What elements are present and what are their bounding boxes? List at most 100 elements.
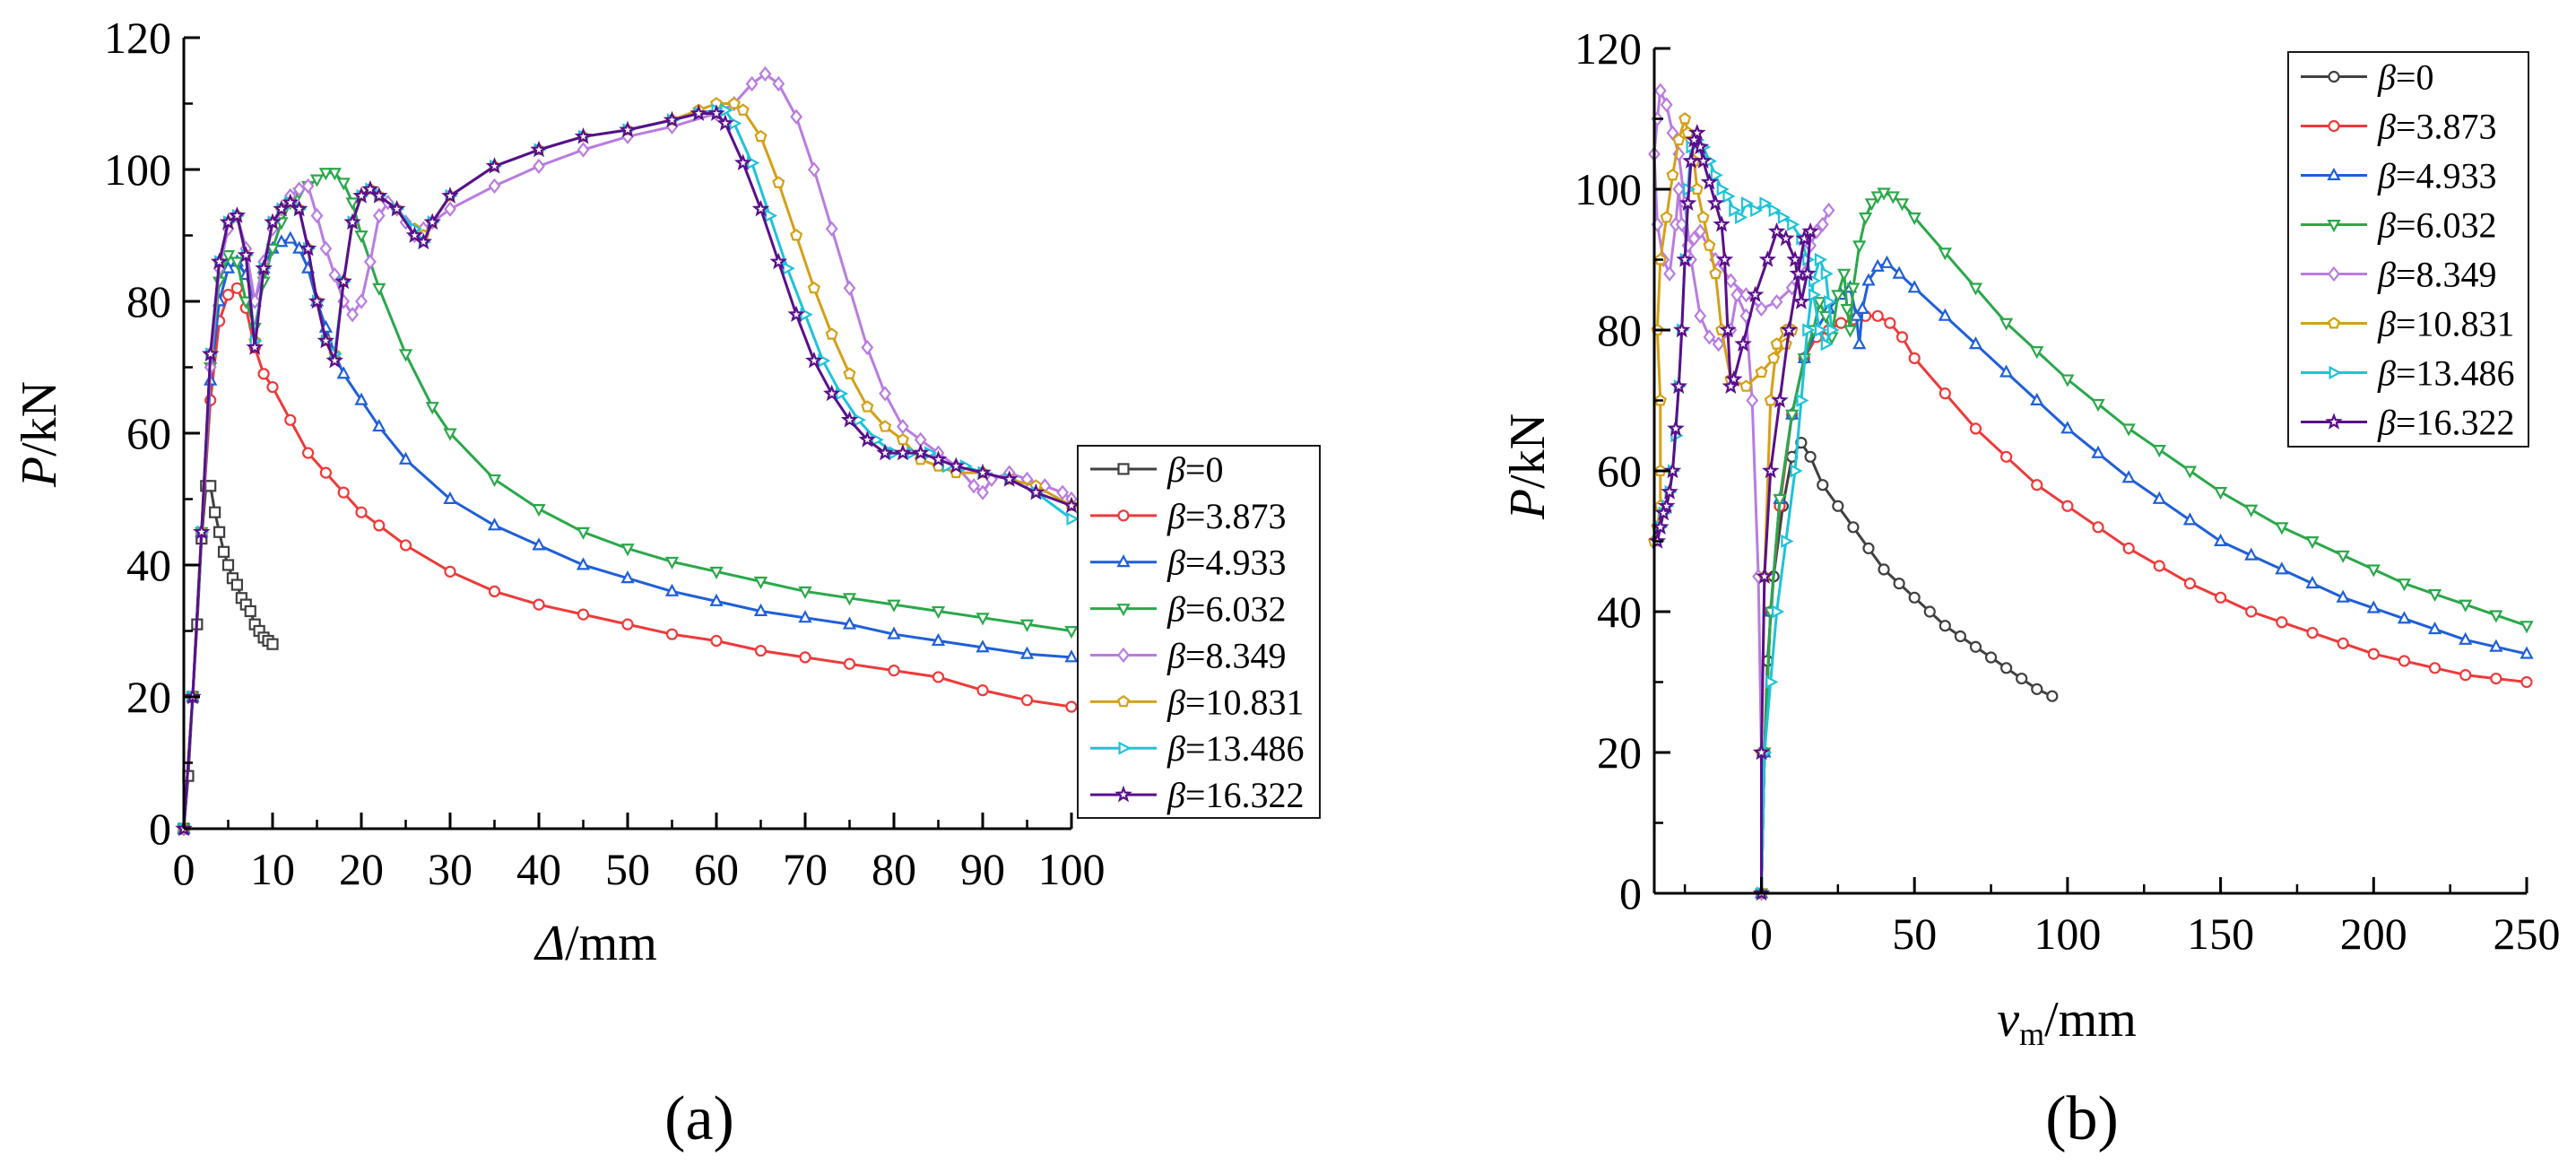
data-point-marker <box>967 478 981 494</box>
data-point-marker <box>1729 203 1742 218</box>
x-tick-label: 0 <box>173 844 195 894</box>
data-point-marker <box>2091 398 2105 413</box>
data-point-marker <box>577 608 590 621</box>
data-point-marker <box>710 634 723 648</box>
legend-marker <box>1117 463 1130 475</box>
legend-item: β=4.933 <box>1090 543 1286 583</box>
data-point-marker <box>488 178 501 195</box>
data-point-marker <box>772 75 785 92</box>
data-point-marker <box>282 193 299 211</box>
panel-a-plot-area <box>175 65 1080 837</box>
data-point-marker <box>1734 335 1752 352</box>
data-point-marker <box>1696 210 1710 223</box>
data-point-marker <box>345 197 360 211</box>
data-point-marker <box>1710 168 1723 182</box>
data-point-marker <box>620 570 635 584</box>
data-point-marker <box>1816 216 1829 232</box>
data-point-marker <box>1858 212 1873 226</box>
data-point-marker <box>1688 123 1706 141</box>
data-point-marker <box>974 463 992 481</box>
data-point-marker <box>1999 317 2014 331</box>
y-tick-label: 80 <box>126 276 171 326</box>
data-point-marker <box>1820 266 1834 281</box>
legend-marker <box>2328 70 2340 83</box>
data-point-marker <box>361 179 379 197</box>
data-point-marker <box>840 411 859 428</box>
data-point-marker <box>931 605 946 620</box>
data-point-marker <box>1877 187 1891 201</box>
panel-a-x-axis-label: Δ/mm <box>533 916 657 971</box>
data-point-marker <box>328 266 342 283</box>
data-point-marker <box>1939 387 1951 400</box>
data-point-marker <box>1670 377 1688 395</box>
data-point-marker <box>798 586 812 600</box>
legend-marker <box>1115 785 1132 803</box>
data-point-marker <box>230 578 243 591</box>
data-point-marker <box>911 443 930 461</box>
data-point-marker <box>1064 649 1079 663</box>
data-point-marker <box>929 450 948 467</box>
data-point-marker <box>1871 309 1884 322</box>
data-point-marker <box>619 120 637 138</box>
data-point-marker <box>487 517 502 531</box>
panel-b-axes <box>1652 47 2528 895</box>
data-point-marker <box>1780 320 1798 338</box>
data-point-marker <box>2427 588 2442 603</box>
data-point-marker <box>1886 191 1900 204</box>
data-point-marker <box>1768 203 1782 218</box>
data-point-marker <box>790 109 803 125</box>
data-point-marker <box>2244 504 2259 517</box>
data-point-marker <box>221 559 235 571</box>
x-tick-label: 40 <box>516 844 561 894</box>
data-point-marker <box>1968 283 1983 296</box>
data-point-marker <box>266 380 279 394</box>
data-point-marker <box>2060 374 2075 387</box>
data-point-marker <box>533 598 545 611</box>
data-point-marker <box>1908 352 1921 364</box>
data-point-marker <box>879 420 892 432</box>
data-point-marker <box>733 153 752 170</box>
data-point-marker <box>690 104 707 121</box>
data-point-marker <box>1675 216 1688 232</box>
data-point-marker <box>753 576 768 590</box>
x-tick-label: 100 <box>2034 909 2101 959</box>
data-point-marker <box>221 260 236 274</box>
data-point-marker <box>1722 377 1740 395</box>
data-point-marker <box>1984 651 1998 664</box>
data-point-marker <box>807 281 820 294</box>
data-point-marker <box>879 386 892 402</box>
data-point-marker <box>2367 648 2380 660</box>
data-point-marker <box>1758 250 1777 267</box>
data-point-marker <box>745 75 759 92</box>
data-point-marker <box>707 104 725 121</box>
data-point-marker <box>1818 310 1833 324</box>
data-point-marker <box>2121 423 2136 437</box>
legend-box <box>1077 445 1321 819</box>
data-point-marker <box>1840 303 1854 317</box>
data-point-marker <box>230 282 243 294</box>
data-point-marker <box>265 243 280 257</box>
data-point-marker <box>1847 521 1860 534</box>
legend-marker <box>1116 604 1131 617</box>
data-point-marker <box>1716 182 1730 196</box>
data-point-marker <box>1676 250 1694 267</box>
data-point-marker <box>896 419 909 435</box>
legend-marker <box>1118 741 1132 755</box>
x-tick-label: 70 <box>783 844 828 894</box>
legend-marker <box>2327 167 2341 180</box>
data-point-marker <box>2153 560 2165 572</box>
data-point-marker <box>947 457 966 474</box>
data-point-marker <box>2520 621 2534 634</box>
data-point-marker <box>2459 599 2473 613</box>
data-point-marker <box>1678 194 1697 212</box>
data-point-marker <box>2244 547 2259 561</box>
data-point-marker <box>372 419 386 432</box>
panel-b-legend: β=0 β=3.873 β=4.933 β=6.032 β=8.349 β=10.831 β… <box>2287 51 2529 448</box>
data-point-marker <box>2366 600 2381 613</box>
y-tick-label: 120 <box>1574 23 1642 74</box>
legend-marker <box>2327 317 2341 329</box>
data-point-marker <box>727 97 741 109</box>
data-point-marker <box>753 603 768 616</box>
x-tick-label: 60 <box>694 844 739 894</box>
data-point-marker <box>1802 323 1816 337</box>
